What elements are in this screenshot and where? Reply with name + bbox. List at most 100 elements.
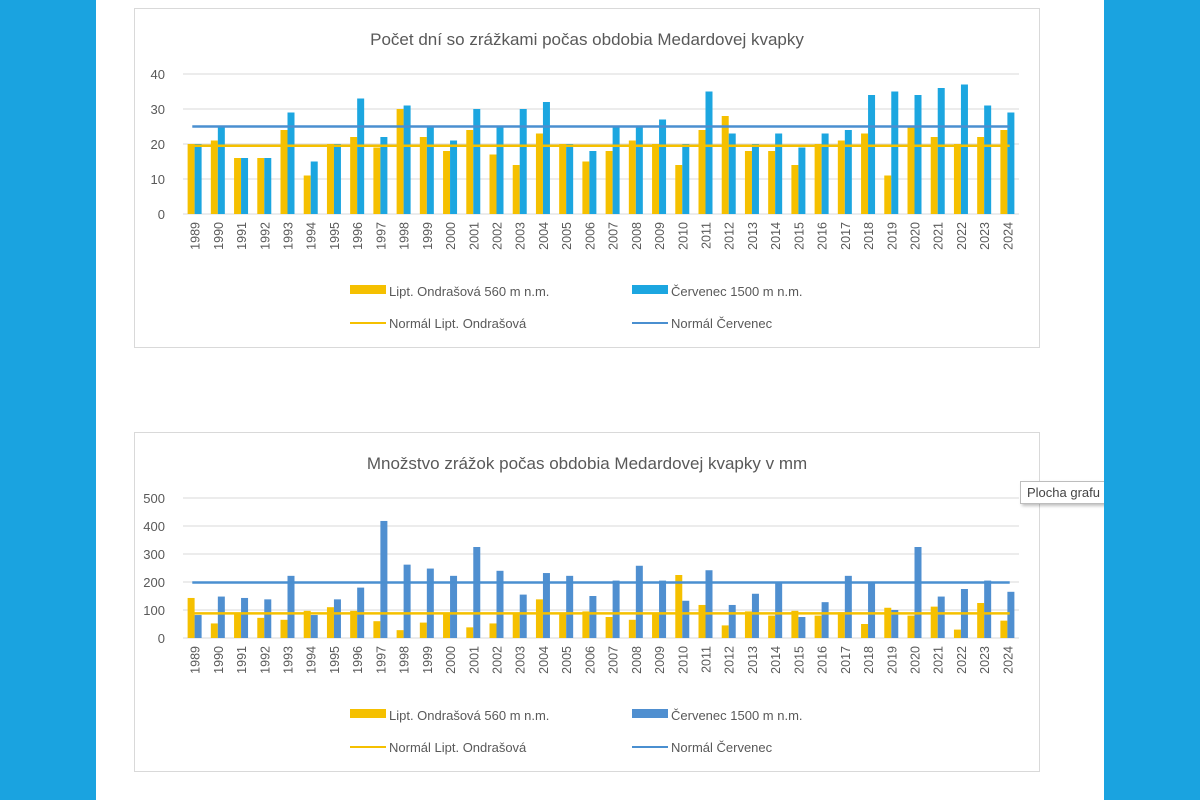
bar-ondrasova[interactable] xyxy=(768,151,776,214)
chart-rain-amount[interactable]: Množstvo zrážok počas obdobia Medardovej… xyxy=(134,432,1040,772)
bar-cervenec[interactable] xyxy=(891,91,899,215)
bar-ondrasova[interactable] xyxy=(628,619,636,638)
bar-cervenec[interactable] xyxy=(380,520,388,638)
bar-cervenec[interactable] xyxy=(775,133,783,215)
legend-item-ondrasova[interactable]: Lipt. Ondrašová 560 m n.m. xyxy=(350,284,549,299)
legend-item-normal-ondrasova[interactable]: Normál Lipt. Ondrašová xyxy=(350,740,527,755)
bar-ondrasova[interactable] xyxy=(466,130,474,214)
bar-ondrasova[interactable] xyxy=(326,607,334,638)
bar-cervenec[interactable] xyxy=(659,580,667,638)
bar-cervenec[interactable] xyxy=(496,570,504,638)
bar-ondrasova[interactable] xyxy=(977,137,985,214)
bar-cervenec[interactable] xyxy=(659,119,667,215)
bar-ondrasova[interactable] xyxy=(861,133,869,215)
bar-ondrasova[interactable] xyxy=(350,610,358,638)
bar-ondrasova[interactable] xyxy=(652,614,660,638)
legend-item-ondrasova[interactable]: Lipt. Ondrašová 560 m n.m. xyxy=(350,708,549,723)
bar-cervenec[interactable] xyxy=(310,161,318,215)
bar-ondrasova[interactable] xyxy=(187,144,195,214)
bar-cervenec[interactable] xyxy=(612,126,620,215)
bar-cervenec[interactable] xyxy=(984,105,992,215)
bar-cervenec[interactable] xyxy=(635,126,643,215)
bar-cervenec[interactable] xyxy=(844,130,852,214)
bar-cervenec[interactable] xyxy=(403,105,411,215)
bar-ondrasova[interactable] xyxy=(675,575,683,638)
bar-cervenec[interactable] xyxy=(241,158,249,214)
bar-cervenec[interactable] xyxy=(310,615,318,638)
bar-ondrasova[interactable] xyxy=(977,603,985,638)
bar-cervenec[interactable] xyxy=(635,565,643,638)
bar-ondrasova[interactable] xyxy=(489,623,497,638)
bar-cervenec[interactable] xyxy=(519,594,527,638)
legend-item-normal-cervenec[interactable]: Normál Červenec xyxy=(632,740,773,755)
bar-ondrasova[interactable] xyxy=(280,130,288,214)
bar-ondrasova[interactable] xyxy=(884,175,892,215)
bar-ondrasova[interactable] xyxy=(257,617,265,638)
bar-cervenec[interactable] xyxy=(891,610,899,638)
bar-ondrasova[interactable] xyxy=(837,140,845,215)
bar-ondrasova[interactable] xyxy=(814,615,822,638)
bar-ondrasova[interactable] xyxy=(396,630,404,638)
bar-cervenec[interactable] xyxy=(728,133,736,215)
bar-cervenec[interactable] xyxy=(798,147,806,215)
bar-cervenec[interactable] xyxy=(287,575,295,638)
bar-ondrasova[interactable] xyxy=(768,615,776,638)
bar-cervenec[interactable] xyxy=(473,109,481,214)
bar-ondrasova[interactable] xyxy=(373,147,381,215)
bar-cervenec[interactable] xyxy=(287,112,295,215)
bar-cervenec[interactable] xyxy=(868,582,876,638)
bar-ondrasova[interactable] xyxy=(326,144,334,214)
bar-ondrasova[interactable] xyxy=(791,165,799,214)
bar-cervenec[interactable] xyxy=(682,600,690,638)
bar-cervenec[interactable] xyxy=(937,88,945,214)
bar-ondrasova[interactable] xyxy=(884,607,892,638)
bar-cervenec[interactable] xyxy=(705,91,713,215)
bar-ondrasova[interactable] xyxy=(861,624,869,638)
bar-cervenec[interactable] xyxy=(589,596,597,638)
bar-ondrasova[interactable] xyxy=(419,622,427,638)
bar-cervenec[interactable] xyxy=(264,599,272,638)
bar-ondrasova[interactable] xyxy=(396,109,404,214)
bar-ondrasova[interactable] xyxy=(953,629,961,638)
bar-cervenec[interactable] xyxy=(868,95,876,214)
bar-ondrasova[interactable] xyxy=(210,140,218,215)
bar-cervenec[interactable] xyxy=(333,144,341,214)
bar-ondrasova[interactable] xyxy=(652,144,660,214)
bar-ondrasova[interactable] xyxy=(559,144,567,214)
bar-ondrasova[interactable] xyxy=(373,621,381,638)
bar-ondrasova[interactable] xyxy=(698,130,706,214)
bar-cervenec[interactable] xyxy=(1007,112,1015,215)
bar-ondrasova[interactable] xyxy=(698,604,706,638)
bar-ondrasova[interactable] xyxy=(605,617,613,638)
bar-ondrasova[interactable] xyxy=(419,137,427,214)
bar-ondrasova[interactable] xyxy=(466,627,474,638)
bar-cervenec[interactable] xyxy=(914,547,922,638)
bar-cervenec[interactable] xyxy=(473,547,481,638)
bar-ondrasova[interactable] xyxy=(257,158,265,214)
bar-cervenec[interactable] xyxy=(612,580,620,638)
bar-ondrasova[interactable] xyxy=(210,623,218,638)
bar-cervenec[interactable] xyxy=(1007,591,1015,638)
bar-ondrasova[interactable] xyxy=(280,619,288,638)
bar-ondrasova[interactable] xyxy=(303,610,311,638)
bar-cervenec[interactable] xyxy=(450,575,458,638)
bar-cervenec[interactable] xyxy=(566,144,574,214)
bar-ondrasova[interactable] xyxy=(605,151,613,214)
bar-cervenec[interactable] xyxy=(542,102,550,214)
bar-cervenec[interactable] xyxy=(217,126,225,215)
bar-cervenec[interactable] xyxy=(821,133,829,215)
bar-cervenec[interactable] xyxy=(984,580,992,638)
bar-ondrasova[interactable] xyxy=(791,610,799,638)
chart-rain-days[interactable]: Počet dní so zrážkami počas obdobia Meda… xyxy=(134,8,1040,348)
bar-ondrasova[interactable] xyxy=(1000,130,1008,214)
bar-ondrasova[interactable] xyxy=(628,140,636,215)
bar-cervenec[interactable] xyxy=(728,604,736,638)
bar-cervenec[interactable] xyxy=(682,144,690,214)
bar-cervenec[interactable] xyxy=(241,597,249,638)
bar-ondrasova[interactable] xyxy=(535,599,543,638)
bar-ondrasova[interactable] xyxy=(512,612,520,638)
bar-cervenec[interactable] xyxy=(798,617,806,638)
bar-cervenec[interactable] xyxy=(705,570,713,638)
bar-ondrasova[interactable] xyxy=(675,165,683,214)
legend-item-normal-cervenec[interactable]: Normál Červenec xyxy=(632,316,773,331)
